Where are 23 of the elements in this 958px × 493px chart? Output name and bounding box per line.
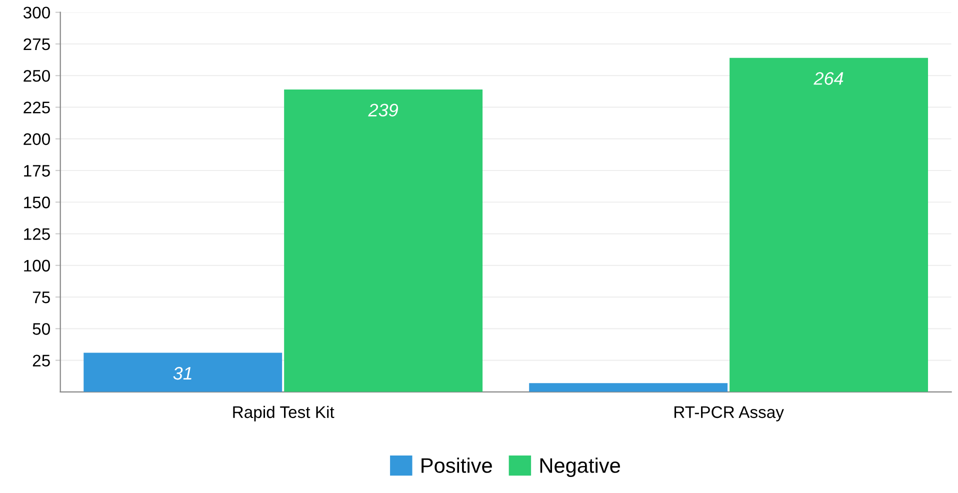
y-tick-label: 200 [24, 133, 50, 146]
data-label: 239 [368, 104, 398, 116]
bar [529, 383, 728, 392]
y-tick-label: 150 [24, 196, 50, 208]
x-tick-label: RT-PCR Assay [674, 406, 784, 422]
y-tick-label: 275 [24, 38, 50, 50]
bar [84, 352, 282, 392]
legend-label: Positive [422, 458, 492, 473]
y-tick-label: 225 [24, 102, 50, 114]
y-tick-label: 175 [24, 165, 50, 177]
data-label: 31 [173, 366, 192, 380]
y-tick-label: 25 [32, 354, 50, 367]
bar [730, 58, 928, 392]
y-tick-label: 100 [24, 260, 50, 272]
y-tick-label: 125 [24, 228, 50, 240]
y-tick-label: 75 [32, 292, 50, 304]
y-tick-label: 250 [24, 70, 50, 82]
data-label: 264 [814, 72, 844, 85]
bar [284, 90, 483, 392]
y-tick-label: 50 [32, 323, 50, 335]
legend-label: Negative [540, 458, 620, 478]
x-tick-label: Rapid Test Kit [233, 406, 334, 422]
y-tick-label: 300 [23, 6, 50, 19]
